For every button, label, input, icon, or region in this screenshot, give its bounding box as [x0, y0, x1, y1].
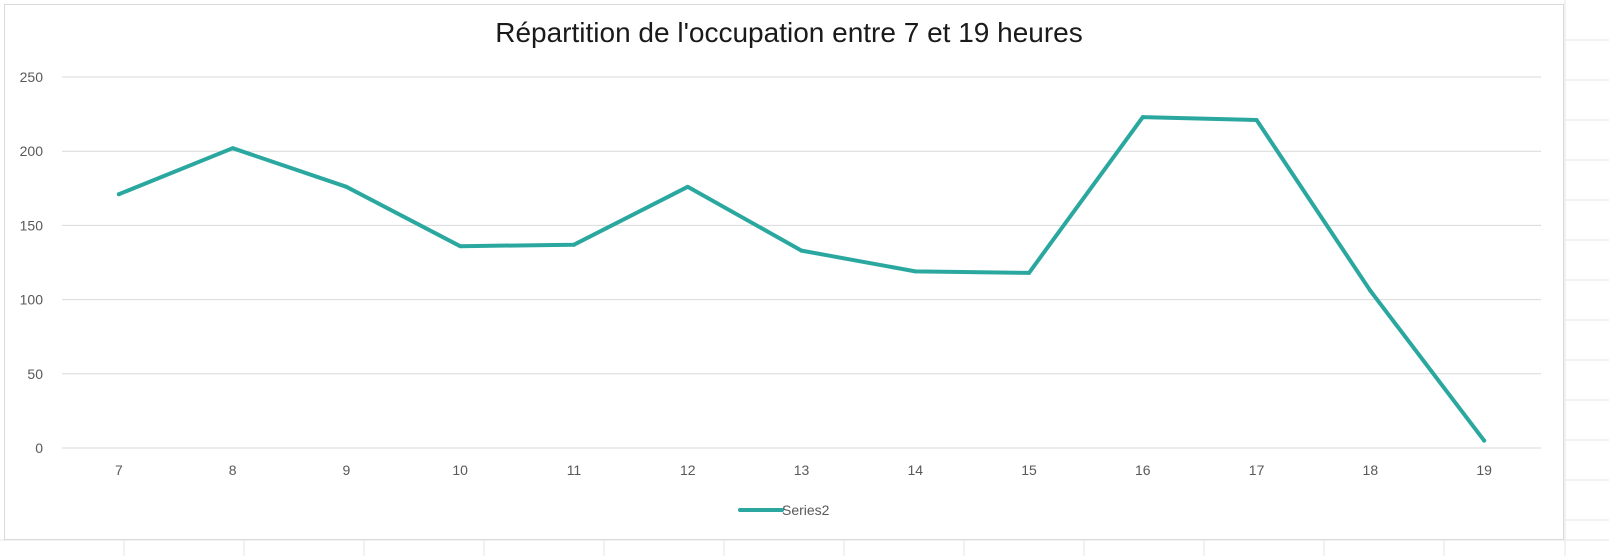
y-tick-label: 100: [20, 292, 44, 308]
data-point[interactable]: [1368, 288, 1373, 293]
data-point[interactable]: [799, 248, 804, 253]
legend-label-series2: Series2: [782, 502, 830, 518]
legend[interactable]: Series2: [738, 502, 830, 518]
series-lines: [116, 115, 1487, 443]
x-tick-label: 18: [1363, 462, 1379, 478]
y-axis-tick-labels: 0 50 100 150 200 250: [20, 69, 44, 456]
x-tick-label: 16: [1135, 462, 1151, 478]
x-tick-label: 17: [1249, 462, 1265, 478]
data-point[interactable]: [116, 192, 121, 197]
y-gridlines: [62, 76, 1541, 449]
data-point[interactable]: [458, 244, 463, 249]
data-point[interactable]: [1254, 118, 1259, 123]
data-point[interactable]: [571, 242, 576, 247]
data-point[interactable]: [1140, 115, 1145, 120]
chart-area[interactable]: 0 50 100 150 200 250 7 8 9 10 11 12 13 14 15 16 17 18 19 …: [4, 4, 1564, 540]
x-tick-label: 8: [229, 462, 237, 478]
data-point[interactable]: [344, 184, 349, 189]
y-tick-label: 150: [20, 217, 44, 233]
series-line-0[interactable]: [116, 115, 1487, 443]
y-tick-label: 0: [35, 440, 43, 456]
data-point[interactable]: [1027, 270, 1032, 275]
x-tick-label: 12: [680, 462, 696, 478]
data-point[interactable]: [913, 269, 918, 274]
y-tick-label: 50: [27, 366, 43, 382]
x-axis-tick-labels: 7 8 9 10 11 12 13 14 15 16 17 18 19: [115, 462, 1492, 478]
y-tick-label: 250: [20, 69, 44, 85]
x-tick-label: 15: [1021, 462, 1037, 478]
x-tick-label: 13: [794, 462, 810, 478]
chart-title: Répartition de l'occupation entre 7 et 1…: [495, 17, 1083, 48]
y-tick-label: 200: [20, 143, 44, 159]
x-tick-label: 11: [567, 462, 582, 478]
data-point[interactable]: [685, 184, 690, 189]
x-tick-label: 7: [115, 462, 123, 478]
x-tick-label: 19: [1476, 462, 1492, 478]
data-point[interactable]: [230, 146, 235, 151]
data-point[interactable]: [1482, 438, 1487, 443]
x-tick-label: 9: [343, 462, 351, 478]
x-tick-label: 14: [907, 462, 923, 478]
x-tick-label: 10: [452, 462, 468, 478]
